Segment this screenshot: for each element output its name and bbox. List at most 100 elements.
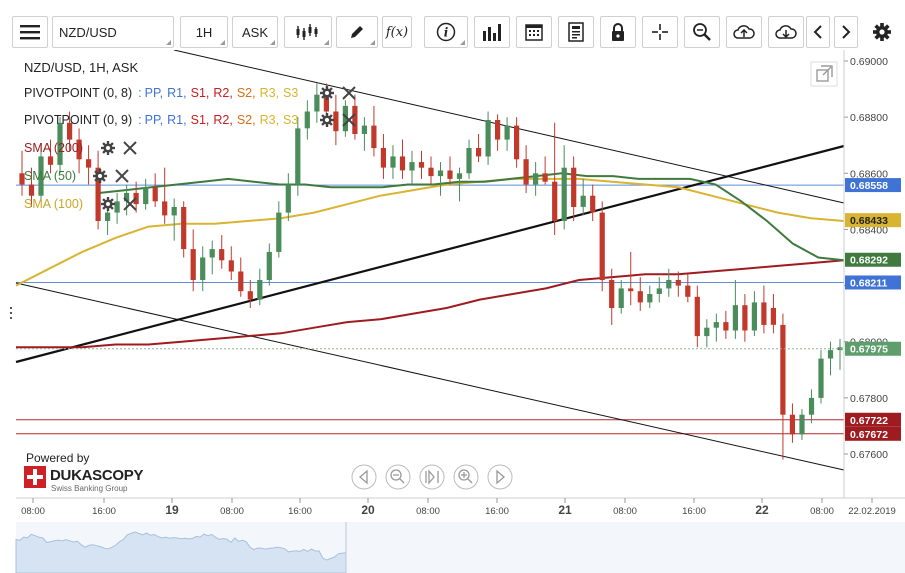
candle xyxy=(466,139,472,179)
x-tick-label: 08:00 xyxy=(21,506,45,517)
zoom-out-button[interactable] xyxy=(385,464,411,490)
calendar-button[interactable] xyxy=(516,16,552,48)
crosshair-button[interactable] xyxy=(642,16,678,48)
logo-tagline: Swiss Banking Group xyxy=(51,484,128,493)
popout-button[interactable] xyxy=(810,61,838,87)
gear-icon[interactable] xyxy=(101,197,115,211)
timeframe-select[interactable]: 1H xyxy=(180,16,228,48)
zoom-button[interactable] xyxy=(684,16,720,48)
candle xyxy=(285,173,291,222)
time-axis[interactable]: 08:00 16:00 19 08:00 16:00 20 08:00 16:00 21 08:0… xyxy=(21,498,896,517)
candle-body xyxy=(704,327,710,337)
instrument-label: NZD/USD xyxy=(59,24,117,40)
candle-body xyxy=(808,397,815,415)
candle-body xyxy=(333,111,339,132)
candle-body xyxy=(342,105,348,132)
candle-body xyxy=(380,148,386,168)
candle xyxy=(361,117,367,151)
candle-body xyxy=(285,184,291,213)
candle xyxy=(456,167,463,202)
gear-icon[interactable] xyxy=(93,169,107,183)
candle-body xyxy=(761,302,767,325)
sma100-legend[interactable]: SMA (100) xyxy=(24,197,83,211)
reset-zoom-button[interactable] xyxy=(419,464,445,490)
close-icon[interactable] xyxy=(123,197,137,211)
info-button[interactable]: i xyxy=(424,16,468,48)
candle-body xyxy=(476,148,482,157)
close-icon[interactable] xyxy=(342,113,356,127)
price-tag-box xyxy=(845,412,901,427)
candle-body xyxy=(257,280,263,300)
candle-body xyxy=(666,280,672,289)
gear-icon[interactable] xyxy=(320,86,334,100)
upload-button[interactable] xyxy=(726,16,762,48)
left-drag-handle[interactable] xyxy=(10,307,12,319)
candle-body xyxy=(818,358,824,398)
price-chart[interactable]: NZD/USD, 1H, ASK PIVOTPOINT (0, 8): PP, R1… xyxy=(0,50,905,573)
gear-icon[interactable] xyxy=(320,113,334,127)
candle-body xyxy=(495,120,501,140)
price-tag-box xyxy=(845,213,901,228)
zoom-in-button[interactable] xyxy=(453,464,479,490)
dropdown-corner-icon xyxy=(166,40,171,45)
nav-right-button[interactable] xyxy=(487,464,513,490)
gear-icon[interactable] xyxy=(101,141,115,155)
pivot-legend-2[interactable]: PIVOTPOINT (0, 9): PP, R1, S1, R2, S2, R3, S3 xyxy=(24,113,298,127)
candle-body xyxy=(266,251,272,280)
candle-body xyxy=(181,207,187,250)
dropdown-corner-icon xyxy=(270,40,275,45)
scroll-left-button[interactable] xyxy=(806,16,830,48)
settings-button[interactable] xyxy=(868,16,896,48)
download-cloud-icon xyxy=(775,25,797,39)
price-tags: 0.68558 0.67722 0.67672 0.68433 0.68292 0.682… xyxy=(845,178,901,441)
upload-cloud-icon xyxy=(733,25,755,39)
menu-button[interactable] xyxy=(12,16,48,48)
info-icon: i xyxy=(436,22,456,42)
price-side-select[interactable]: ASK xyxy=(232,16,278,48)
function-button[interactable]: f(x) xyxy=(382,16,412,48)
legend-controls xyxy=(93,86,356,211)
candle-type-button[interactable] xyxy=(284,16,332,48)
draw-button[interactable] xyxy=(336,16,378,48)
candle-body xyxy=(323,94,329,112)
report-button[interactable] xyxy=(558,16,594,48)
nav-left-button[interactable] xyxy=(351,464,377,490)
close-icon[interactable] xyxy=(342,86,356,100)
candle-body xyxy=(47,156,54,165)
lower-channel-line[interactable] xyxy=(15,282,845,471)
price-tag: 0.67975 xyxy=(845,341,901,356)
price-tag-box xyxy=(845,252,901,267)
price-tag: 0.67672 xyxy=(845,426,901,441)
scroll-right-button[interactable] xyxy=(834,16,858,48)
candle-body xyxy=(390,156,396,168)
candle xyxy=(485,111,491,165)
candle-body xyxy=(171,207,177,216)
candle xyxy=(694,285,700,348)
fit-icon xyxy=(425,469,439,485)
close-icon[interactable] xyxy=(115,169,129,183)
candle-body xyxy=(685,285,691,297)
candle xyxy=(57,117,63,174)
price-side-label: ASK xyxy=(241,24,268,40)
instrument-select[interactable]: NZD/USD xyxy=(52,16,174,48)
candle xyxy=(618,279,624,314)
candle xyxy=(371,105,377,157)
x-tick-label: 21 xyxy=(558,503,572,517)
close-icon[interactable] xyxy=(123,141,137,155)
dropdown-corner-icon xyxy=(324,40,329,45)
lock-icon xyxy=(612,23,624,41)
candle xyxy=(647,285,653,309)
candle-body xyxy=(514,125,520,160)
lock-button[interactable] xyxy=(600,16,636,48)
download-button[interactable] xyxy=(768,16,804,48)
zoom-in-icon xyxy=(458,469,473,484)
candle xyxy=(580,178,586,216)
price-tag: 0.68211 xyxy=(845,275,901,290)
candle xyxy=(561,145,567,230)
sma200-legend[interactable]: SMA (200) xyxy=(24,141,83,155)
sma50-legend[interactable]: SMA (50) xyxy=(24,169,76,183)
candle xyxy=(770,293,776,334)
volume-button[interactable] xyxy=(474,16,510,48)
navigator[interactable] xyxy=(15,522,905,573)
pivot-legend-1[interactable]: PIVOTPOINT (0, 8): PP, R1, S1, R2, S2, R3, S3 xyxy=(24,86,298,100)
